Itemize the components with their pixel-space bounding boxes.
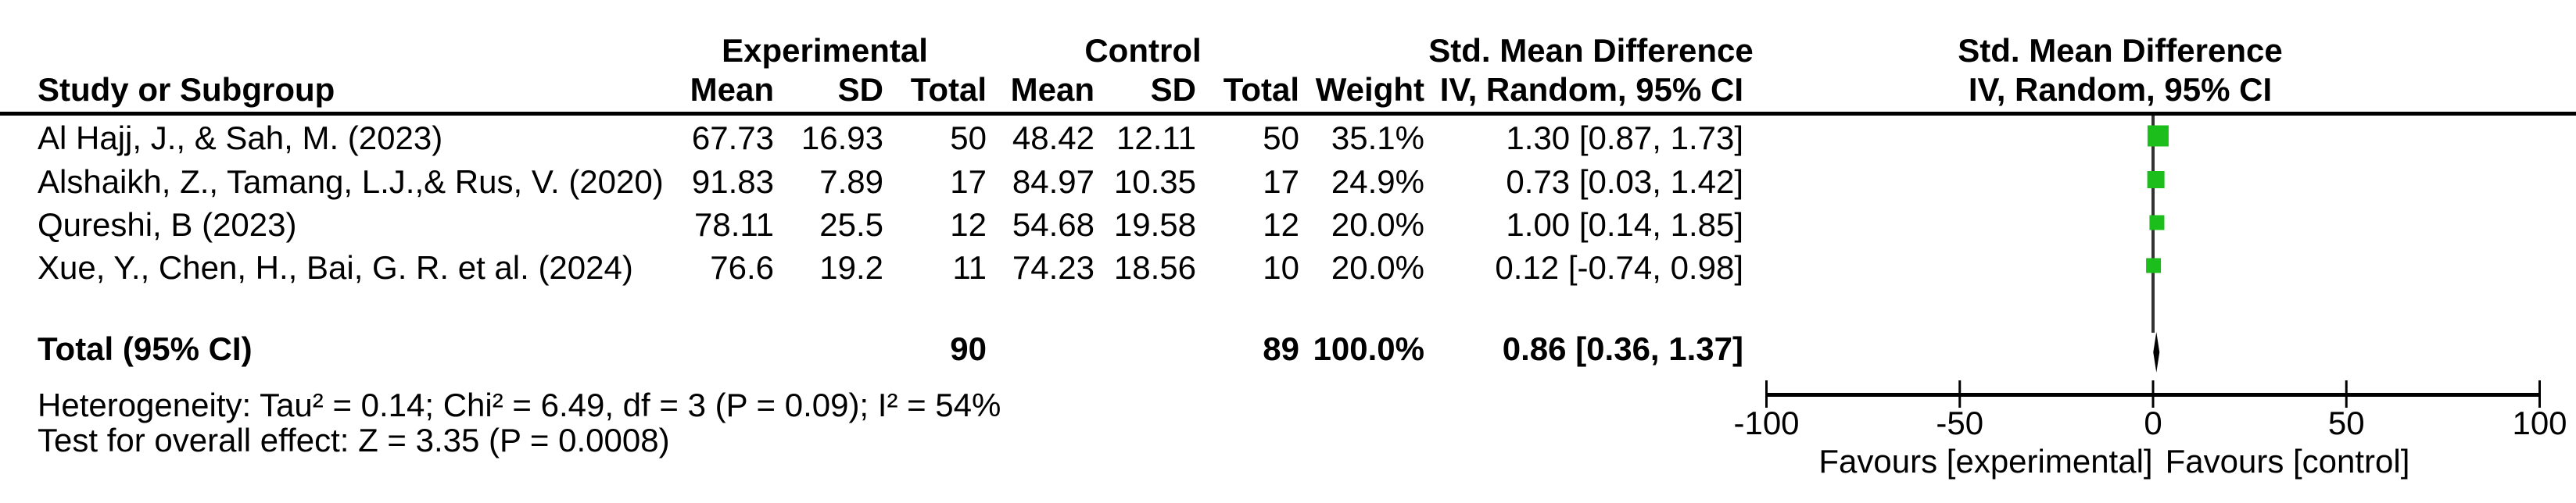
- cell-sd_c: 10.35: [1113, 163, 1196, 200]
- total-row-n-control: 89: [1263, 330, 1299, 367]
- header-experimental-group: Experimental: [722, 32, 928, 69]
- favours-control-label: Favours [control]: [2165, 443, 2410, 480]
- study-label: Alshaikh, Z., Tamang, L.J.,& Rus, V. (20…: [38, 163, 664, 200]
- summary-diamond: [2153, 332, 2160, 373]
- study-label: Xue, Y., Chen, H., Bai, G. R. et al. (20…: [38, 249, 633, 286]
- cell-weight: 35.1%: [1331, 120, 1424, 156]
- axis-tick: [2151, 380, 2155, 408]
- cell-sd_c: 12.11: [1116, 120, 1196, 156]
- axis-tick-label: 100: [2512, 405, 2567, 441]
- study-square: [2146, 258, 2162, 273]
- axis-tick: [2538, 380, 2541, 408]
- axis-tick: [2345, 380, 2348, 408]
- cell-mean_e: 76.6: [710, 249, 774, 286]
- total-row-label: Total (95% CI): [38, 330, 253, 367]
- cell-sd_e: 7.89: [819, 163, 883, 200]
- axis-tick-label: -50: [1936, 405, 1984, 441]
- cell-sd_e: 16.93: [801, 120, 883, 156]
- axis-tick-label: 0: [2144, 405, 2162, 441]
- header-study-or-subgroup: Study or Subgroup: [38, 71, 335, 108]
- cell-sd_e: 25.5: [819, 206, 883, 243]
- header-rule-line: [0, 112, 2576, 116]
- cell-mean_c: 84.97: [1012, 163, 1095, 200]
- study-square: [2147, 171, 2165, 188]
- axis-tick: [1958, 380, 1962, 408]
- header-method-plot: IV, Random, 95% CI: [1968, 71, 2273, 108]
- heterogeneity-note: Heterogeneity: Tau² = 0.14; Chi² = 6.49,…: [38, 387, 1001, 423]
- total-row-ci: 0.86 [0.36, 1.37]: [1502, 330, 1743, 367]
- cell-total_c: 17: [1263, 163, 1299, 200]
- cell-weight: 20.0%: [1331, 206, 1424, 243]
- axis-tick-label: -100: [1733, 405, 1800, 441]
- zero-line: [2151, 116, 2155, 333]
- cell-mean_c: 74.23: [1012, 249, 1095, 286]
- cell-total_e: 17: [950, 163, 987, 200]
- cell-weight: 20.0%: [1331, 249, 1424, 286]
- header-method-table: IV, Random, 95% CI: [1439, 71, 1743, 108]
- cell-mean_c: 54.68: [1012, 206, 1095, 243]
- cell-sd_c: 19.58: [1113, 206, 1196, 243]
- cell-weight: 24.9%: [1331, 163, 1424, 200]
- header-total-control: Total: [1223, 71, 1299, 108]
- study-square: [2147, 125, 2169, 147]
- cell-sd_e: 19.2: [819, 249, 883, 286]
- x-axis-line: [1766, 393, 2540, 397]
- header-mean-control: Mean: [1010, 71, 1095, 108]
- cell-mean_c: 48.42: [1012, 120, 1095, 156]
- overall-effect-note: Test for overall effect: Z = 3.35 (P = 0…: [38, 422, 670, 458]
- cell-mean_e: 67.73: [691, 120, 774, 156]
- total-row-weight: 100.0%: [1313, 330, 1424, 367]
- header-total-experimental: Total: [910, 71, 987, 108]
- cell-total_e: 12: [950, 206, 987, 243]
- header-sd-control: SD: [1150, 71, 1196, 108]
- study-label: Qureshi, B (2023): [38, 206, 297, 243]
- cell-mean_e: 78.11: [694, 206, 774, 243]
- cell-total_c: 50: [1263, 120, 1299, 156]
- cell-total_e: 50: [950, 120, 987, 156]
- header-sd-experimental: SD: [837, 71, 883, 108]
- header-control-group: Control: [1084, 32, 1202, 69]
- cell-total_c: 12: [1263, 206, 1299, 243]
- cell-ci_text: 1.30 [0.87, 1.73]: [1506, 120, 1743, 156]
- cell-ci_text: 0.12 [-0.74, 0.98]: [1495, 249, 1743, 286]
- cell-ci_text: 1.00 [0.14, 1.85]: [1506, 206, 1743, 243]
- cell-ci_text: 0.73 [0.03, 1.42]: [1506, 163, 1743, 200]
- cell-sd_c: 18.56: [1113, 249, 1196, 286]
- total-row-n-experimental: 90: [950, 330, 987, 367]
- header-weight: Weight: [1315, 71, 1424, 108]
- header-smd-table: Std. Mean Difference: [1428, 32, 1754, 69]
- cell-total_c: 10: [1263, 249, 1299, 286]
- header-smd-plot: Std. Mean Difference: [1958, 32, 2283, 69]
- axis-tick-label: 50: [2327, 405, 2365, 441]
- study-label: Al Hajj, J., & Sah, M. (2023): [38, 120, 443, 156]
- favours-experimental-label: Favours [experimental]: [1818, 443, 2153, 480]
- cell-mean_e: 91.83: [691, 163, 774, 200]
- header-mean-experimental: Mean: [690, 71, 774, 108]
- axis-tick: [1765, 380, 1768, 408]
- cell-total_e: 11: [952, 249, 987, 286]
- study-square: [2149, 215, 2165, 230]
